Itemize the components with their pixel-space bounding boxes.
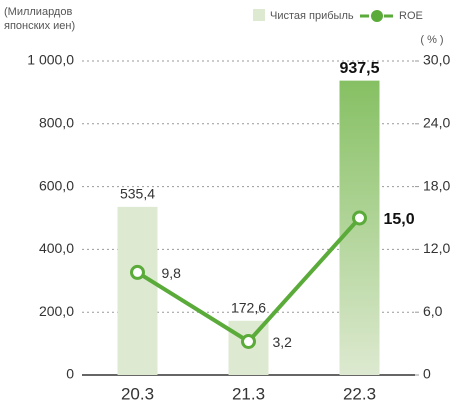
y-axis-label: (Миллиардов (4, 6, 72, 18)
bar (117, 206, 158, 375)
y2-tick-label: 24,0 (423, 115, 450, 131)
y2-tick-label: 18,0 (423, 177, 450, 193)
y2-tick-label: 12,0 (423, 240, 450, 256)
y-axis-label: японских иен) (4, 20, 75, 32)
line-marker (352, 210, 367, 226)
y-tick-label: 1 000,0 (27, 52, 74, 68)
bar-value-label: 535,4 (120, 186, 155, 202)
line-value-label: 15,0 (384, 211, 415, 228)
x-tick-label: 20.3 (121, 384, 154, 403)
legend-marker (371, 10, 383, 22)
y2-tick-label: 6,0 (423, 303, 443, 319)
bar-value-label: 172,6 (231, 300, 266, 316)
line-marker (130, 264, 145, 280)
line-marker (241, 334, 256, 350)
y-tick-label: 800,0 (39, 115, 74, 131)
line-value-label: 9,8 (162, 265, 182, 281)
x-tick-label: 21.3 (232, 384, 265, 403)
legend-label: ROE (399, 10, 423, 22)
y2-tick-label: 0 (423, 366, 431, 382)
bar (339, 80, 380, 375)
line-value-label: 3,2 (273, 334, 293, 350)
y-tick-label: 200,0 (39, 303, 74, 319)
legend-label: Чистая прибыль (270, 10, 354, 22)
y-tick-label: 400,0 (39, 240, 74, 256)
bar-value-label: 937,5 (339, 60, 379, 77)
y-tick-label: 600,0 (39, 177, 74, 193)
legend-swatch (253, 9, 265, 21)
y2-tick-label: 30,0 (423, 52, 450, 68)
y2-axis-label: ( % ) (420, 34, 443, 46)
y-tick-label: 0 (66, 366, 74, 382)
x-tick-label: 22.3 (343, 384, 376, 403)
